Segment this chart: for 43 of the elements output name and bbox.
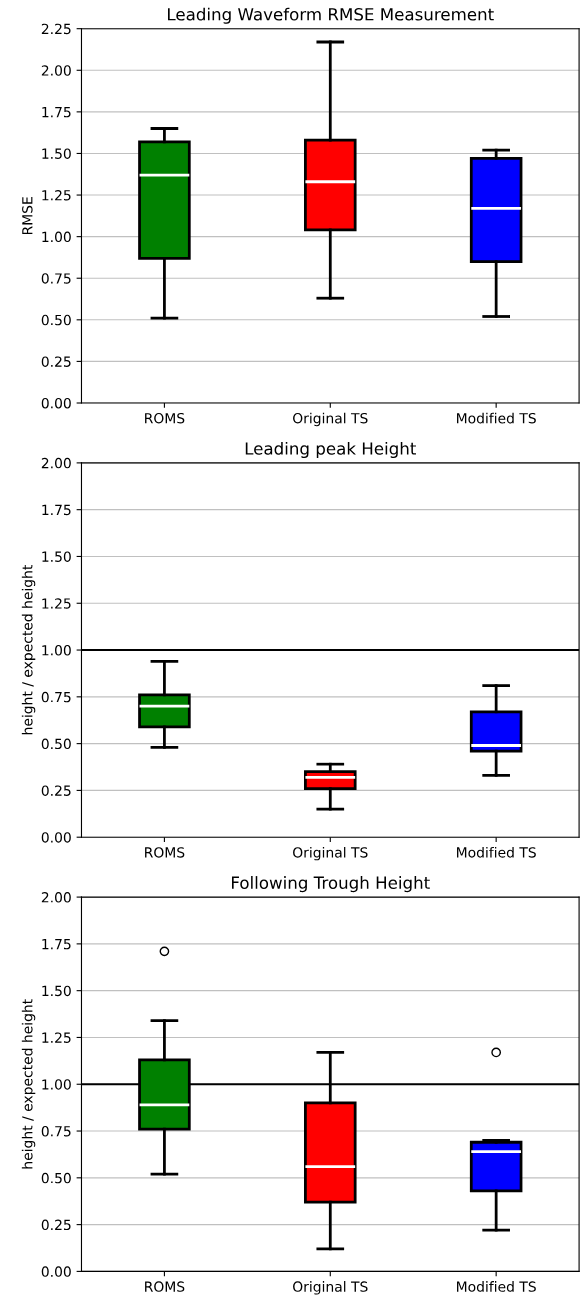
y-axis-title: RMSE — [22, 197, 33, 235]
y-axis-title: height / expected height — [21, 564, 36, 735]
x-tick-label: Original TS — [293, 412, 368, 427]
y-tick-label: 1.50 — [42, 551, 71, 562]
chart-title: Leading Waveform RMSE Measurement — [168, 7, 494, 24]
y-tick-label: 1.25 — [42, 1032, 71, 1043]
y-tick-label: 0.00 — [41, 397, 71, 409]
y-tick-label: 0.50 — [41, 314, 71, 326]
x-tick-label: Original TS — [293, 1281, 368, 1295]
y-tick-label: 0.25 — [41, 785, 71, 796]
y-tick-label: 0.25 — [41, 356, 71, 367]
chart-title: Leading peak Height — [245, 441, 416, 459]
y-tick-label: 1.00 — [42, 1079, 71, 1090]
x-tick-label: ROMS — [145, 412, 185, 424]
y-tick-label: 2.00 — [41, 65, 71, 76]
y-tick-label: 2.00 — [41, 457, 71, 469]
y-tick-label: 1.50 — [42, 985, 71, 997]
y-tick-label: 0.00 — [41, 832, 71, 843]
y-tick-label: 1.00 — [42, 645, 71, 656]
x-tick-label: Modified TS — [457, 412, 536, 424]
y-tick-label: 2.00 — [41, 892, 71, 903]
y-tick-label: 1.75 — [42, 504, 71, 516]
x-tick-label: Modified TS — [457, 1281, 536, 1292]
x-tick-label: Modified TS — [457, 846, 536, 858]
y-tick-label: 1.00 — [42, 231, 71, 243]
y-tick-label: 0.25 — [41, 1219, 71, 1231]
chart-title: Following Trough Height — [232, 876, 430, 893]
y-tick-label: 0.50 — [41, 1172, 71, 1184]
x-tick-label: Original TS — [293, 846, 368, 861]
y-tick-label: 1.75 — [42, 107, 71, 118]
y-tick-label: 1.50 — [42, 148, 71, 159]
y-tick-label: 0.00 — [41, 1266, 71, 1277]
y-tick-label: 0.75 — [41, 273, 71, 284]
y-tick-label: 1.75 — [42, 939, 71, 950]
y-axis-title: height / expected height — [21, 999, 36, 1169]
y-tick-label: 0.75 — [41, 1126, 71, 1137]
y-tick-label: 2.25 — [41, 23, 71, 35]
y-tick-label: 0.75 — [41, 691, 71, 703]
x-tick-label: ROMS — [145, 847, 185, 858]
y-tick-label: 1.25 — [42, 190, 71, 201]
y-tick-label: 0.50 — [41, 738, 71, 750]
y-tick-label: 1.25 — [42, 598, 71, 609]
x-tick-label: ROMS — [145, 1281, 185, 1292]
